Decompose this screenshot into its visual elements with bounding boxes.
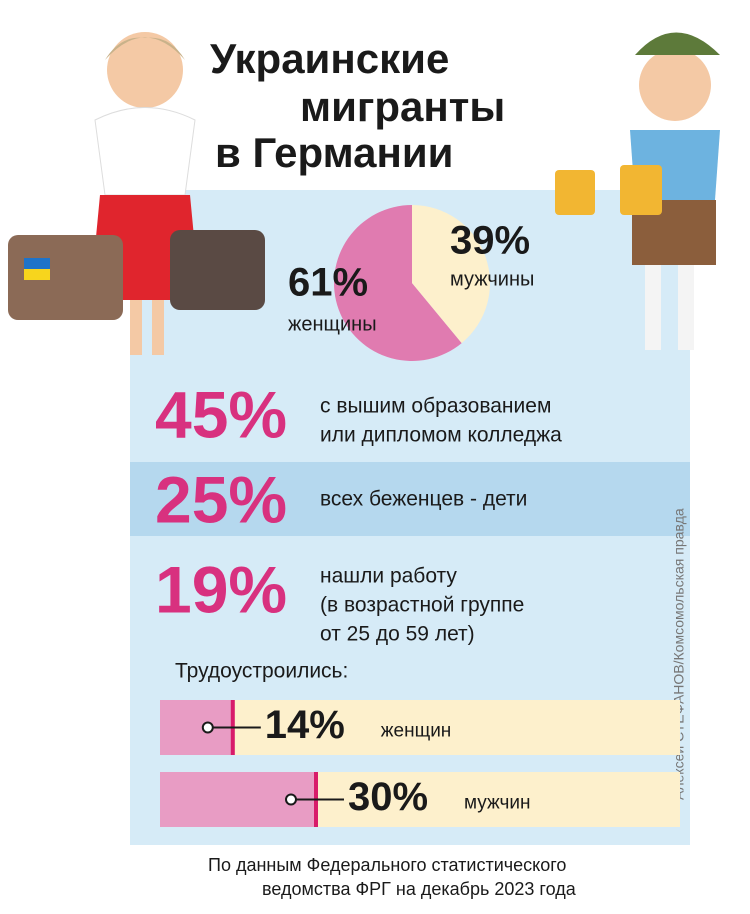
stat-text: всех беженцев - дети	[320, 488, 527, 511]
source: ведомства ФРГ на декабрь 2023 года	[262, 879, 577, 899]
pie-value-label: 39%	[450, 219, 530, 263]
stat-text: с вышим образованием	[320, 395, 551, 418]
stat-value: 45%	[155, 377, 287, 451]
stat-text: (в возрастной группе	[320, 594, 524, 617]
bar-value-label: 14%	[265, 703, 345, 747]
stat-text: от 25 до 59 лет)	[320, 623, 475, 646]
pie-category-label: женщины	[288, 313, 377, 335]
title-line: в Германии	[215, 129, 454, 176]
bar-title: Трудоустроились:	[175, 660, 348, 683]
stat-text: нашли работу	[320, 565, 457, 588]
connector-dot	[201, 721, 214, 734]
pie-category-label: мужчины	[450, 268, 534, 290]
title-line: Украинские	[210, 35, 449, 82]
pie-value-label: 61%	[288, 261, 368, 305]
connector-dot	[285, 793, 297, 806]
highlight-band	[130, 462, 690, 536]
title-line: мигранты	[300, 83, 505, 130]
credit: Алексей СТЕФАНОВ/Комсомольская правда	[671, 508, 687, 800]
pie-slice	[334, 205, 462, 361]
bar-category-label: мужчин	[464, 793, 531, 814]
bar-category-label: женщин	[381, 721, 452, 742]
bar-value-label: 30%	[348, 775, 428, 819]
stat-text: или дипломом колледжа	[320, 424, 562, 447]
source: По данным Федерального статистического	[208, 855, 566, 875]
stat-value: 19%	[155, 552, 287, 626]
man-figure	[555, 32, 720, 350]
woman-figure	[8, 32, 265, 355]
pie-slice	[412, 205, 491, 344]
stat-value: 25%	[155, 462, 287, 536]
